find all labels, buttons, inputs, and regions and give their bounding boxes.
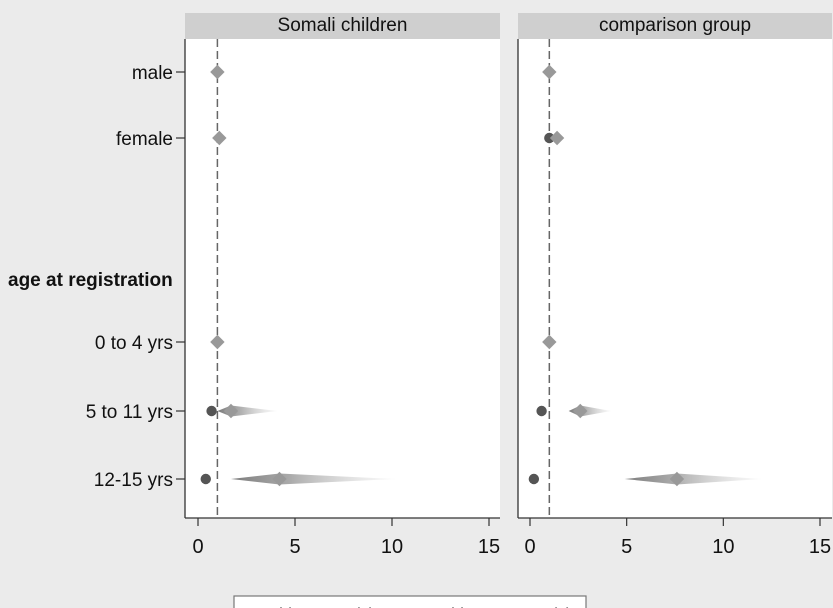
comparison-point-1-5 xyxy=(669,471,685,487)
category-label-5: 12-15 yrs xyxy=(94,470,173,491)
comparison-point-1-1 xyxy=(549,130,565,146)
somali-point-1-5 xyxy=(272,471,287,487)
right-x-tick-label-3: 15 xyxy=(809,536,831,558)
legend-box xyxy=(233,595,587,608)
somali-point-0-5 xyxy=(200,473,211,485)
somali-point-0-4 xyxy=(206,405,217,417)
category-label-4: 5 to 11 yrs xyxy=(86,402,173,423)
somali-point-1-3 xyxy=(210,334,225,350)
legend-label-without-parents: without parent(s) xyxy=(437,605,572,608)
comparison-point-1-4 xyxy=(573,403,588,419)
somali-point-1-4 xyxy=(223,403,239,419)
left-x-tick-label-3: 15 xyxy=(478,536,500,558)
section-label-age-at-registration: age at registration xyxy=(8,270,173,291)
right-x-tick-label-1: 5 xyxy=(621,536,632,558)
category-label-1: female xyxy=(116,129,173,150)
right-x-tick-label-2: 10 xyxy=(712,536,734,558)
panel-somali-area xyxy=(185,39,500,518)
category-label-0: male xyxy=(132,63,173,84)
somali-interval-1-5 xyxy=(230,473,396,485)
left-x-tick-label-0: 0 xyxy=(192,536,203,558)
panel-comparison-area xyxy=(518,39,832,518)
left-x-tick-label-1: 5 xyxy=(289,536,300,558)
comparison-point-0-1 xyxy=(544,132,555,144)
panel-title-comparison: comparison group xyxy=(518,13,832,39)
comparison-point-1-0 xyxy=(542,64,557,80)
left-x-tick-label-2: 10 xyxy=(381,536,403,558)
legend-label-with-parents: with parent(s) xyxy=(265,605,375,608)
comparison-interval-1-5 xyxy=(624,473,762,485)
right-x-tick-label-0: 0 xyxy=(524,536,535,558)
comparison-point-1-3 xyxy=(542,334,557,350)
somali-point-1-1 xyxy=(212,130,227,146)
comparison-point-0-4 xyxy=(536,405,547,417)
comparison-point-0-5 xyxy=(528,473,540,485)
panel-title-somali: Somali children xyxy=(185,13,500,39)
somali-point-1-0 xyxy=(210,64,225,80)
category-label-3: 0 to 4 yrs xyxy=(95,333,173,354)
